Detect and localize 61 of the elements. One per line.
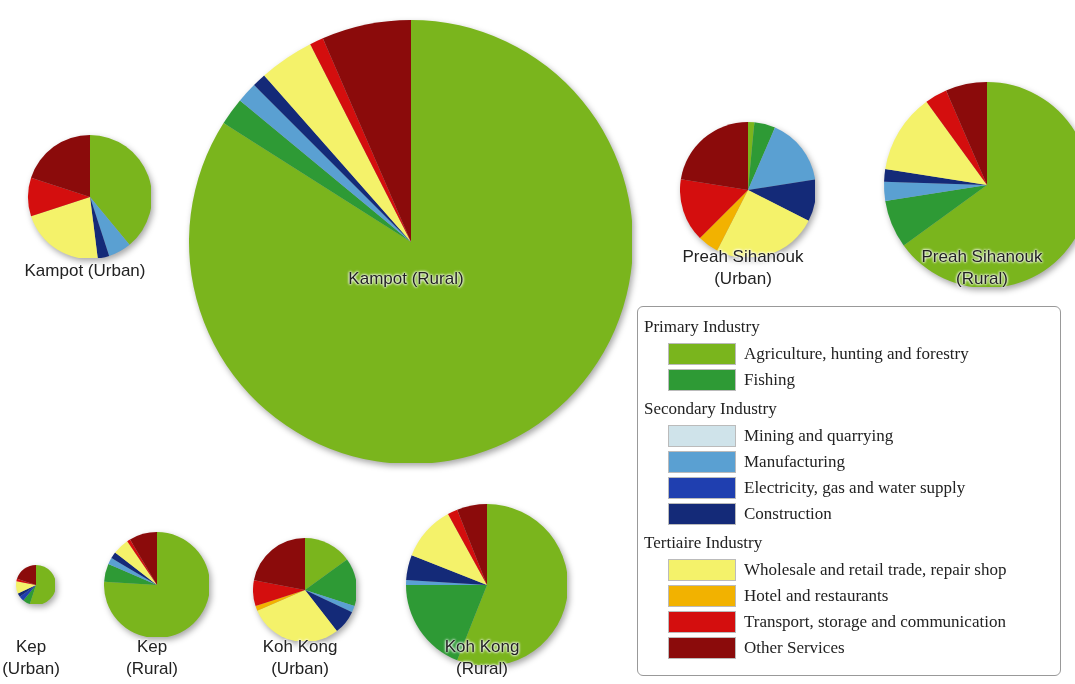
legend-label: Hotel and restaurants (744, 586, 889, 606)
pie-slice (130, 532, 157, 585)
text: Tertiaire Industry (644, 533, 764, 554)
pie-slice (305, 590, 353, 632)
pie-slice (322, 20, 411, 242)
pie-slice (90, 197, 130, 256)
legend-label: Construction (744, 504, 832, 524)
pie-slice (411, 514, 487, 585)
pie-slice (447, 509, 487, 585)
text: Koh Kong (Urban) (261, 636, 339, 680)
pie-slice (680, 179, 748, 239)
text: Kampot (Urban) (23, 260, 147, 282)
pie-slice (90, 197, 110, 258)
pie-slice (127, 539, 157, 585)
pie-slice (19, 585, 36, 601)
pie-slice (16, 578, 36, 585)
pie-slice (748, 127, 815, 190)
legend-label: Mining and quarrying (744, 426, 894, 446)
legend-label: Manufacturing (744, 452, 846, 472)
pie-slice (115, 541, 157, 585)
pie-slice (305, 590, 355, 613)
pie-slice (16, 581, 36, 594)
pie-slice (305, 538, 348, 590)
pie-slice (305, 559, 356, 607)
pie-slice (17, 585, 36, 597)
pie-slice (189, 20, 632, 463)
text: Kep (Urban) (1, 636, 61, 680)
pie-slice (699, 190, 748, 251)
pie-slice (253, 580, 305, 607)
pie-slice (253, 538, 305, 590)
text: Preah Sihanouk (Urban) (681, 246, 805, 290)
pie-slice (257, 590, 337, 641)
pie-slice (264, 44, 411, 242)
legend-label: Fishing (744, 370, 796, 390)
legend-label: Other Services (744, 638, 845, 658)
legend-label: Wholesale and retail trade, repair shop (744, 560, 1007, 580)
pie-slice (31, 135, 90, 197)
text: Primary Industry (644, 317, 761, 338)
text: Secondary Industry (644, 399, 778, 420)
pie-slice (23, 585, 36, 604)
pie-slice (104, 532, 209, 637)
pie-slice (406, 555, 487, 585)
text: Preah Sihanouk (Rural) (920, 246, 1044, 290)
pie-slice (748, 179, 815, 221)
pie-slice (28, 177, 90, 217)
pie-slice (255, 590, 305, 611)
pie-slice (16, 565, 36, 585)
legend-label: Agriculture, hunting and forestry (744, 344, 969, 364)
pie-slice (748, 122, 776, 190)
pie-slice (457, 504, 487, 585)
text: Kep (Rural) (125, 636, 179, 680)
legend-label: Transport, storage and communication (744, 612, 1006, 632)
pie-slice (111, 552, 157, 585)
pie-slice (31, 197, 98, 258)
pie-slice (223, 100, 411, 242)
legend-label: Electricity, gas and water supply (744, 478, 966, 498)
pie-slice (104, 563, 157, 585)
text: Kampot (Rural) (347, 268, 465, 290)
pie-slice (90, 135, 151, 245)
pie-slice (29, 565, 55, 604)
pie-slice (680, 122, 748, 190)
